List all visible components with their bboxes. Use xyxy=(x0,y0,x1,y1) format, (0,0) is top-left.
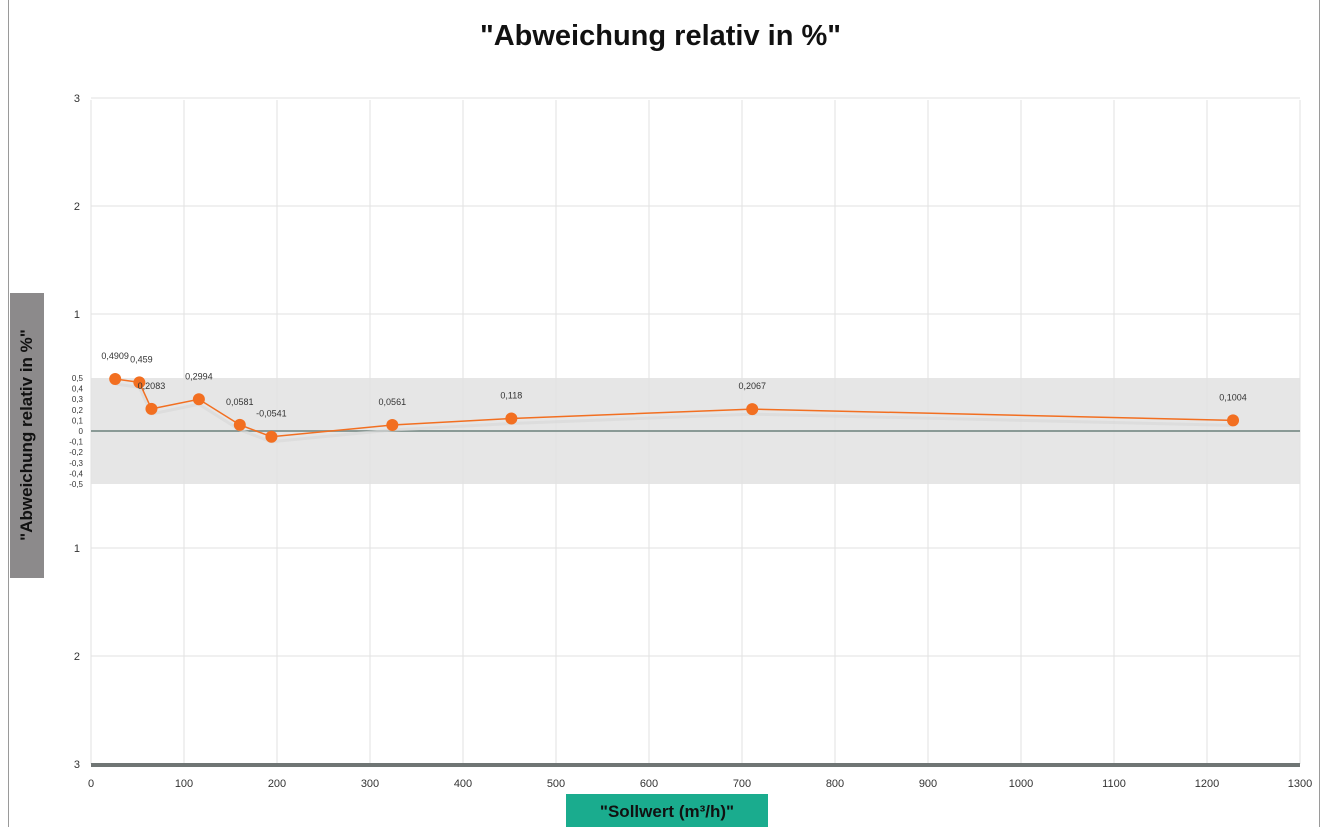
y-tick-label: 0,1 xyxy=(72,416,84,425)
y-tick-label: -0,4 xyxy=(69,469,83,478)
x-tick-label: 0 xyxy=(88,778,94,790)
x-tick-label: 1100 xyxy=(1102,778,1126,790)
x-axis-title-background xyxy=(566,794,768,827)
data-label: 0,0581 xyxy=(226,397,254,407)
y-tick-label: 0 xyxy=(79,427,84,436)
y-tick-label: -0,3 xyxy=(69,459,83,468)
data-label: -0,0541 xyxy=(256,409,287,419)
x-tick-label: 700 xyxy=(733,778,751,790)
y-tick-label: 1 xyxy=(74,543,80,555)
data-point xyxy=(505,412,518,425)
data-label: 0,2083 xyxy=(138,381,166,391)
x-tick-label: 1200 xyxy=(1195,778,1219,790)
chart-title: "Abweichung relativ in %" xyxy=(479,20,842,52)
y-tick-label: 3 xyxy=(74,759,80,771)
series-line-shadow xyxy=(114,382,1234,444)
x-axis-title: "Sollwert (m³/h)" xyxy=(599,802,735,821)
x-tick-label: 900 xyxy=(919,778,937,790)
y-tick-label: 0,5 xyxy=(72,374,84,383)
x-tick-label: 1300 xyxy=(1288,778,1312,790)
data-point xyxy=(192,393,205,406)
x-tick-label: 800 xyxy=(826,778,844,790)
data-point xyxy=(386,419,399,432)
data-point xyxy=(233,418,246,431)
y-tick-label: 2 xyxy=(74,201,80,213)
data-point xyxy=(265,430,278,443)
data-label: 0,118 xyxy=(500,390,522,400)
data-point xyxy=(145,402,158,415)
y-tick-label: -0,1 xyxy=(69,438,83,447)
y-tick-label: -0,5 xyxy=(69,480,83,489)
y-tick-label: 3 xyxy=(74,93,80,105)
y-tick-label: 2 xyxy=(74,651,80,663)
data-label: 0,459 xyxy=(130,354,153,364)
data-point xyxy=(133,376,146,389)
data-point xyxy=(109,372,122,385)
data-point xyxy=(1227,414,1240,427)
x-tick-label: 200 xyxy=(268,778,286,790)
data-point xyxy=(746,403,759,416)
y-tick-label: 0,2 xyxy=(72,406,84,415)
x-tick-label: 300 xyxy=(361,778,379,790)
y-tick-label: -0,2 xyxy=(69,448,83,457)
data-label: 0,0561 xyxy=(379,397,407,407)
x-tick-label: 100 xyxy=(175,778,193,790)
x-tick-label: 400 xyxy=(454,778,472,790)
data-label: 0,4909 xyxy=(101,351,129,361)
y-tick-label: 0,4 xyxy=(72,385,84,394)
y-tick-label: 0,3 xyxy=(72,395,84,404)
chart-frame xyxy=(8,0,1320,827)
x-tick-label: 500 xyxy=(547,778,565,790)
data-label: 0,2067 xyxy=(738,381,766,391)
x-tick-label: 600 xyxy=(640,778,658,790)
data-label: 0,2994 xyxy=(185,371,213,381)
x-tick-label: 1000 xyxy=(1009,778,1033,790)
y-tick-label: 1 xyxy=(74,309,80,321)
y-axis-title-background xyxy=(10,293,44,578)
data-label: 0,1004 xyxy=(1219,392,1247,402)
series-line xyxy=(115,378,1234,438)
